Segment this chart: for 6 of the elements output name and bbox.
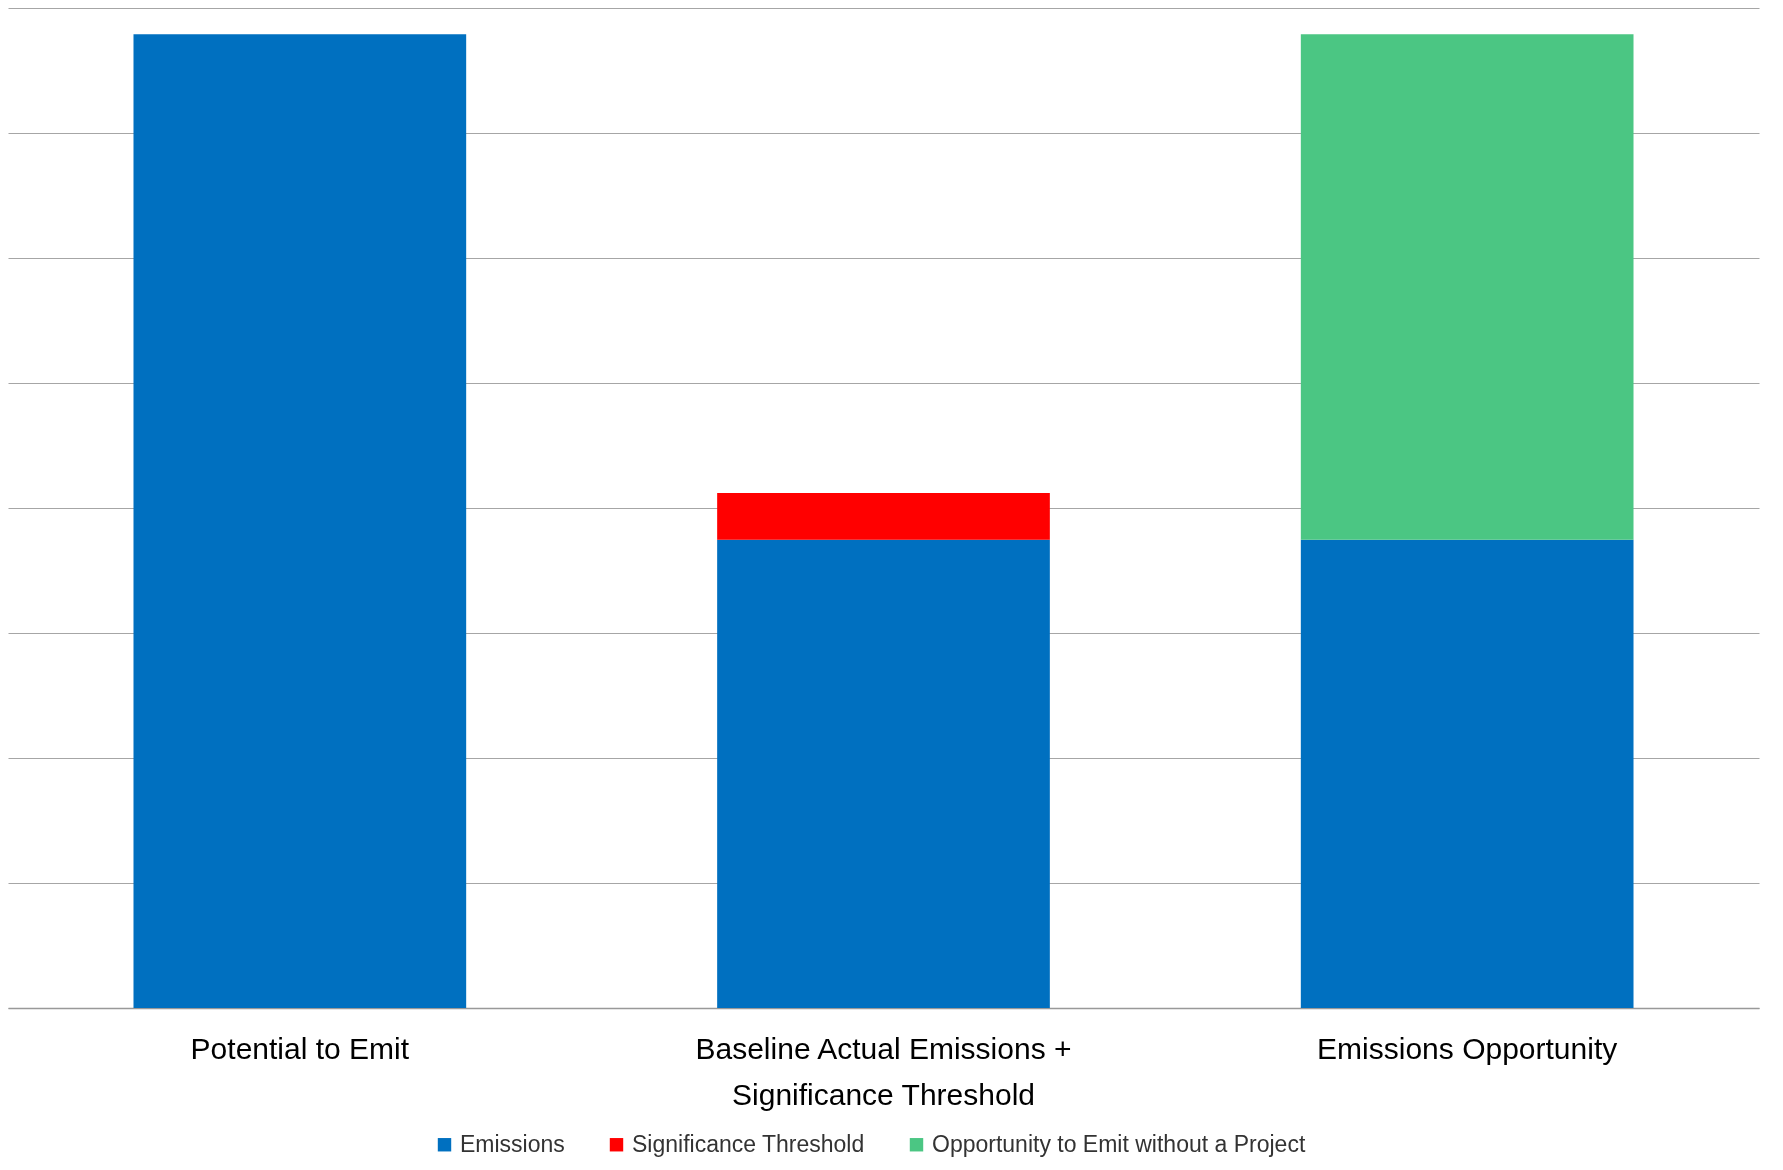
x-tick-label: Baseline Actual Emissions + Significance Threshold — [695, 1031, 1072, 1111]
legend-label: Significance Threshold — [632, 1130, 865, 1157]
x-tick-label: Potential to Emit — [190, 1031, 410, 1065]
legend-label: Opportunity to Emit without a Project — [932, 1130, 1306, 1157]
legend-label: Emissions — [460, 1130, 565, 1157]
x-tick-label: Emissions Opportunity — [1317, 1031, 1618, 1065]
